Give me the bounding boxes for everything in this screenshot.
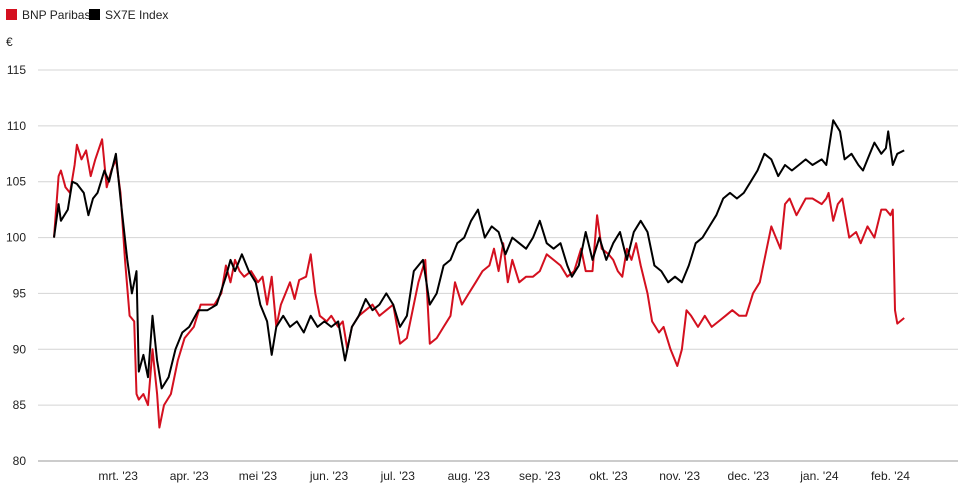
x-tick-label: jun. '23 — [309, 469, 349, 483]
x-tick-label: mrt. '23 — [98, 469, 138, 483]
legend-swatch-sx7e-index — [89, 9, 100, 20]
series-lines — [53, 119, 905, 429]
y-axis-unit: € — [6, 35, 13, 49]
y-tick-label: 110 — [7, 119, 26, 133]
x-tick-label: apr. '23 — [170, 469, 209, 483]
series-line-sx7e-index — [53, 119, 905, 390]
y-tick-label: 85 — [13, 398, 27, 412]
x-tick-label: jul. '23 — [380, 469, 416, 483]
x-tick-label: jan. '24 — [799, 469, 839, 483]
legend-label-bnp-paribas: BNP Paribas — [22, 8, 90, 22]
legend: BNP Paribas SX7E Index — [6, 8, 168, 22]
y-tick-label: 90 — [13, 342, 27, 356]
x-tick-label: nov. '23 — [659, 469, 700, 483]
x-tick-label: dec. '23 — [728, 469, 770, 483]
legend-swatch-bnp-paribas — [6, 9, 17, 20]
x-tick-label: okt. '23 — [589, 469, 628, 483]
legend-label-sx7e-index: SX7E Index — [105, 8, 168, 22]
series-line-bnp-paribas — [53, 138, 905, 429]
y-tick-label: 100 — [6, 231, 26, 245]
y-tick-label: 105 — [6, 175, 26, 189]
x-tick-label: sep. '23 — [519, 469, 561, 483]
x-tick-label: aug. '23 — [448, 469, 491, 483]
y-axis-ticks: 80 85 90 95 100 105 110 115 — [6, 63, 26, 468]
x-tick-label: feb. '24 — [871, 469, 910, 483]
y-tick-label: 95 — [13, 286, 27, 300]
gridlines — [38, 69, 958, 462]
x-tick-label: mei '23 — [239, 469, 278, 483]
y-tick-label: 115 — [7, 63, 26, 77]
x-axis-ticks: mrt. '23 apr. '23 mei '23 jun. '23 jul. '23 a… — [98, 469, 910, 483]
y-tick-label: 80 — [13, 454, 27, 468]
